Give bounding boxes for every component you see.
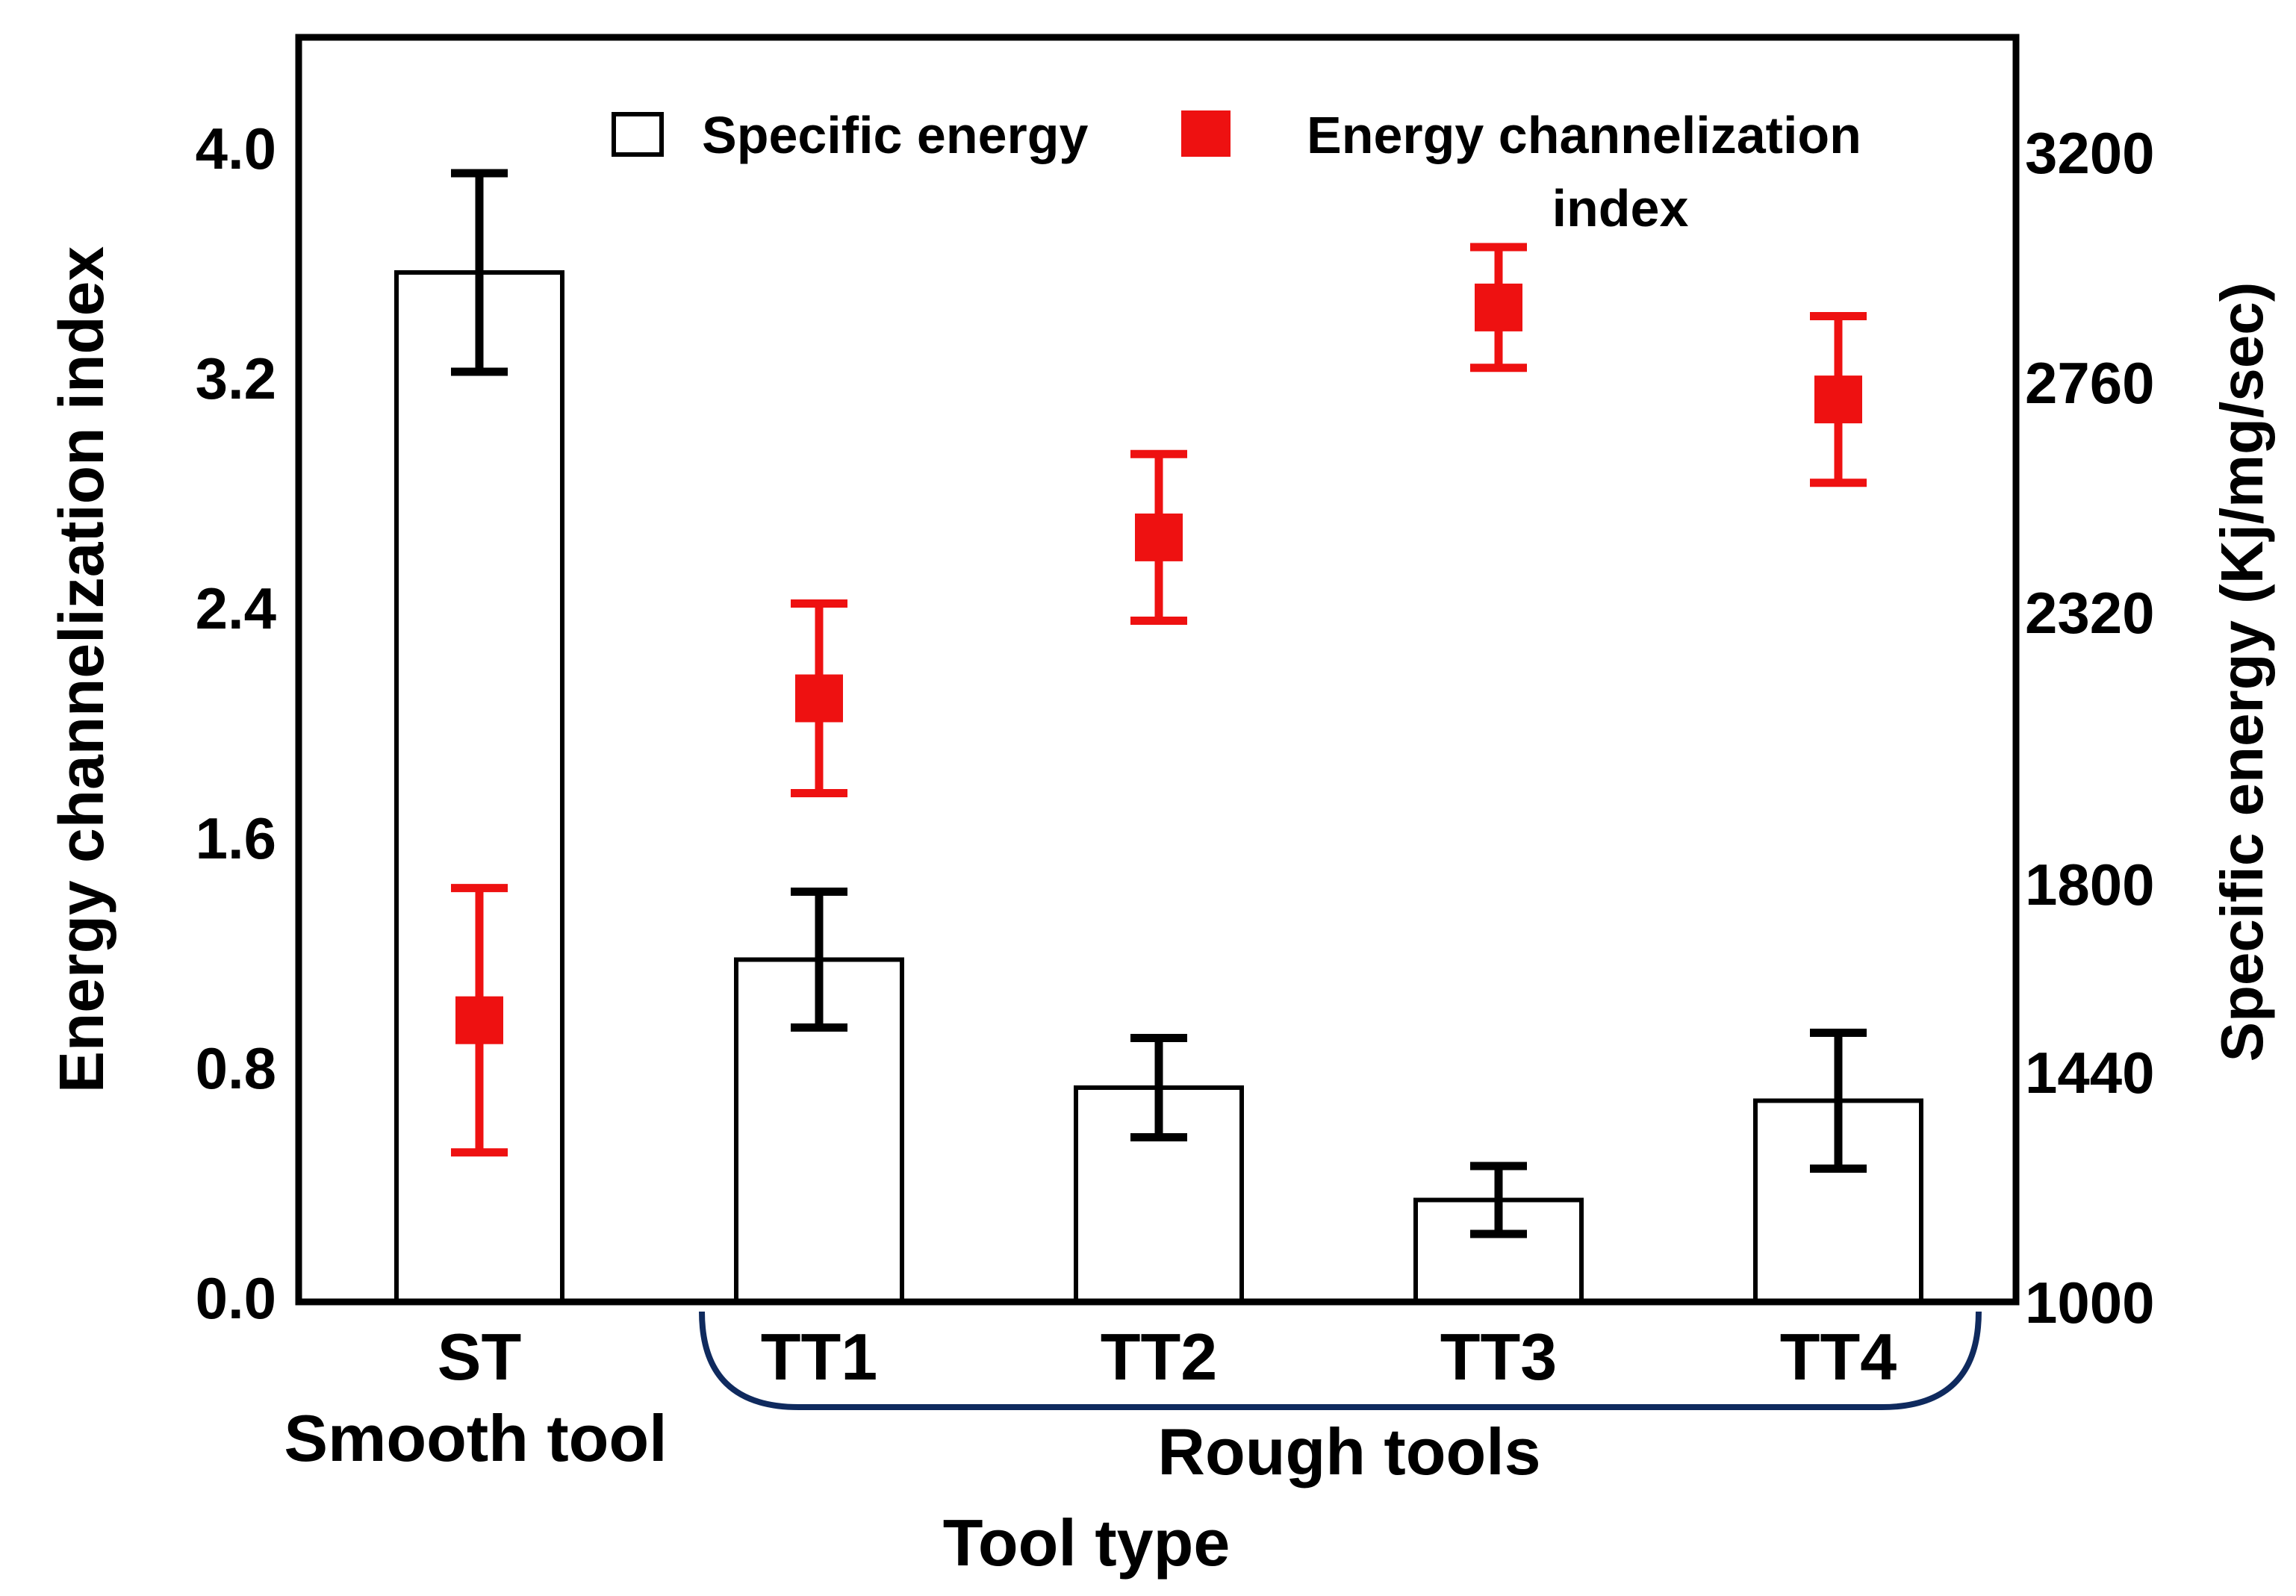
- legend: Specific energy Energy channelization in…: [612, 106, 1861, 237]
- legend-label-energy-channelization-line2: index: [1552, 179, 1689, 237]
- left-axis-label: Energy channelization index: [46, 246, 116, 1094]
- right-tick-label-3200: 3200: [2025, 120, 2155, 186]
- point-st: [455, 996, 503, 1044]
- left-tick-label-0-0: 0.0: [196, 1265, 276, 1331]
- left-tick-label-1-6: 1.6: [196, 805, 276, 871]
- group-label-smooth-tool: Smooth tool: [284, 1401, 667, 1475]
- right-axis-label: Specific energy (Kj/mg/sec): [2209, 282, 2275, 1062]
- point-tt2: [1135, 513, 1183, 561]
- rough-tools-bracket: [699, 1311, 1982, 1410]
- category-label-tt3: TT3: [1440, 1320, 1557, 1394]
- ticks-layer: 0.0 0.8 1.6 2.4 3.2 4.0 1000 1440 1800 2320 2760 32…: [196, 116, 2155, 1335]
- bars-layer: [394, 169, 1923, 1304]
- left-tick-label-0-8: 0.8: [196, 1035, 276, 1101]
- points-layer: [451, 243, 1867, 1157]
- legend-label-specific-energy: Specific energy: [702, 106, 1089, 164]
- right-tick-label-2760: 2760: [2025, 350, 2155, 416]
- category-labels: ST TT1 TT2 TT3 TT4: [438, 1320, 1897, 1394]
- category-label-tt2: TT2: [1101, 1320, 1217, 1394]
- legend-marker-energy-channelization: [1181, 110, 1231, 157]
- category-label-tt1: TT1: [761, 1320, 877, 1394]
- right-tick-label-2320: 2320: [2025, 580, 2155, 646]
- right-tick-label-1000: 1000: [2025, 1270, 2155, 1335]
- category-label-tt4: TT4: [1780, 1320, 1897, 1394]
- left-tick-label-4-0: 4.0: [196, 116, 276, 181]
- left-tick-label-3-2: 3.2: [196, 346, 276, 411]
- left-tick-label-2-4: 2.4: [196, 576, 276, 641]
- point-tt3: [1475, 283, 1522, 331]
- plot-frame: [295, 34, 2020, 1306]
- right-tick-label-1800: 1800: [2025, 852, 2155, 917]
- point-tt1: [795, 674, 843, 723]
- category-label-st: ST: [438, 1320, 521, 1394]
- point-tt4: [1814, 375, 1862, 424]
- x-axis-label: Tool type: [943, 1506, 1231, 1580]
- right-tick-label-1440: 1440: [2025, 1040, 2155, 1106]
- legend-marker-specific-energy: [612, 112, 664, 157]
- group-label-rough-tools: Rough tools: [1157, 1415, 1540, 1489]
- legend-label-energy-channelization-line1: Energy channelization: [1307, 106, 1861, 164]
